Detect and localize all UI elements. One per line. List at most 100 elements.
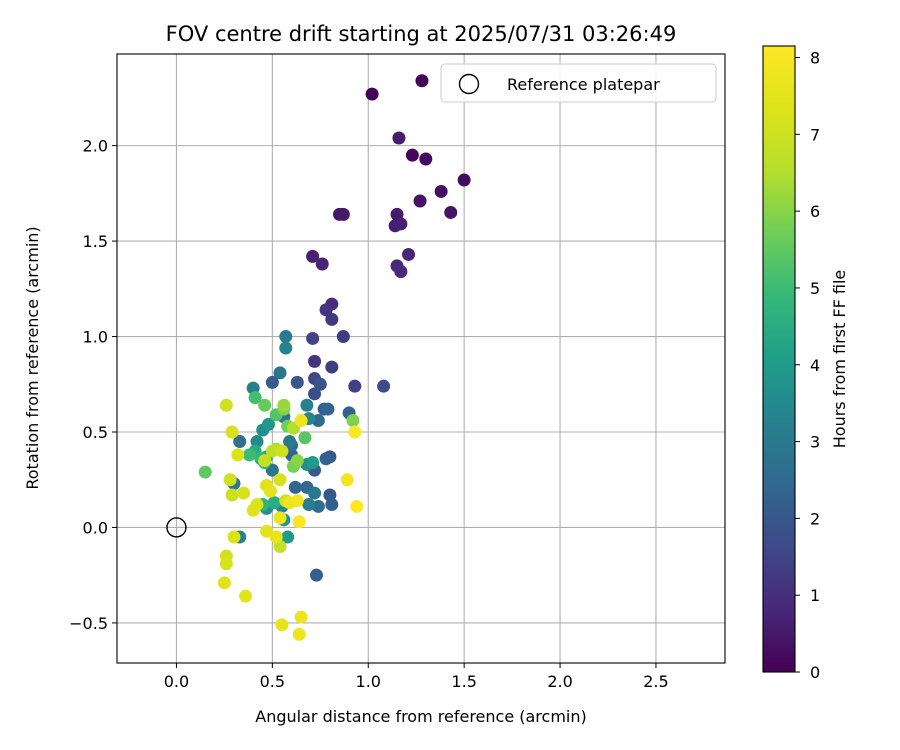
scatter-point bbox=[394, 265, 408, 279]
scatter-point bbox=[294, 610, 308, 624]
scatter-point bbox=[292, 627, 306, 641]
colorbar-tick-label: 0 bbox=[810, 663, 820, 682]
scatter-point bbox=[336, 330, 350, 344]
scatter-point bbox=[288, 480, 302, 494]
scatter-point bbox=[319, 452, 333, 466]
colorbar-tick-label: 3 bbox=[810, 433, 820, 452]
colorbar-gradient bbox=[762, 45, 796, 673]
scatter-point bbox=[223, 473, 237, 487]
scatter-point bbox=[237, 486, 251, 500]
scatter-point bbox=[348, 379, 362, 393]
y-tick-label: 0.0 bbox=[83, 518, 108, 537]
scatter-point bbox=[290, 494, 304, 508]
x-tick-label: 0.5 bbox=[260, 672, 285, 691]
scatter-point bbox=[336, 207, 350, 221]
scatter-point bbox=[267, 496, 281, 510]
scatter-point bbox=[225, 425, 239, 439]
scatter-point bbox=[413, 194, 427, 208]
scatter-points bbox=[198, 74, 471, 641]
scatter-point bbox=[275, 444, 289, 458]
scatter-point bbox=[346, 414, 360, 428]
scatter-point bbox=[233, 435, 247, 449]
scatter-point bbox=[392, 131, 406, 145]
legend-reference-marker bbox=[458, 73, 480, 95]
scatter-point bbox=[325, 360, 339, 374]
colorbar-tick-label: 6 bbox=[810, 202, 820, 221]
scatter-point bbox=[306, 249, 320, 263]
scatter-point bbox=[263, 484, 277, 498]
legend-entry-label: Reference platepar bbox=[507, 75, 660, 94]
scatter-point bbox=[275, 618, 289, 632]
scatter-point bbox=[279, 330, 293, 344]
reference-marker-group bbox=[166, 517, 187, 538]
scatter-point bbox=[246, 503, 260, 517]
scatter-point bbox=[308, 486, 322, 500]
scatter-point bbox=[239, 589, 253, 603]
scatter-point bbox=[298, 431, 312, 445]
scatter-point bbox=[308, 354, 322, 368]
scatter-point bbox=[273, 473, 287, 487]
scatter-point bbox=[281, 530, 295, 544]
scatter-point bbox=[377, 379, 391, 393]
y-tick-label: 2.0 bbox=[83, 137, 108, 156]
grid bbox=[117, 54, 725, 663]
scatter-point bbox=[419, 152, 433, 166]
scatter-point bbox=[325, 312, 339, 326]
scatter-point bbox=[444, 205, 458, 219]
scatter-point bbox=[402, 247, 416, 261]
x-tick-label: 2.5 bbox=[643, 672, 668, 691]
colorbar-tick-label: 8 bbox=[810, 49, 820, 68]
scatter-point bbox=[273, 366, 287, 380]
scatter-point bbox=[260, 524, 274, 538]
x-tick-label: 2.0 bbox=[547, 672, 572, 691]
scatter-point bbox=[269, 530, 283, 544]
scatter-point bbox=[405, 148, 419, 162]
reference-platepar-marker bbox=[166, 517, 187, 538]
scatter-point bbox=[394, 217, 408, 231]
scatter-point bbox=[313, 377, 327, 391]
scatter-point bbox=[258, 454, 272, 468]
scatter-point bbox=[302, 498, 316, 512]
scatter-point bbox=[292, 515, 306, 529]
scatter-point bbox=[227, 530, 241, 544]
x-axis-label: Angular distance from reference (arcmin) bbox=[255, 707, 586, 726]
scatter-point bbox=[308, 387, 322, 401]
scatter-point bbox=[248, 391, 262, 405]
y-tick-label: −0.5 bbox=[69, 614, 108, 633]
scatter-point bbox=[457, 173, 471, 187]
scatter-point bbox=[242, 448, 256, 462]
scatter-point bbox=[325, 498, 339, 512]
scatter-point bbox=[319, 303, 333, 317]
scatter-point bbox=[219, 557, 233, 571]
scatter-point bbox=[279, 341, 293, 355]
chart-title: FOV centre drift starting at 2025/07/31 … bbox=[166, 22, 677, 46]
scatter-point bbox=[265, 444, 279, 458]
scatter-point bbox=[258, 398, 272, 412]
scatter-point bbox=[300, 398, 314, 412]
scatter-point bbox=[306, 456, 320, 470]
scatter-point bbox=[198, 465, 212, 479]
scatter-point bbox=[265, 375, 279, 389]
scatter-point bbox=[217, 576, 231, 590]
colorbar-tick-label: 4 bbox=[810, 356, 820, 375]
colorbar-ticks: 0 1 2 3 4 5 6 7 8 bbox=[795, 49, 820, 682]
y-tick-label: 0.5 bbox=[83, 423, 108, 442]
scatter-point bbox=[315, 257, 329, 271]
scatter-point bbox=[277, 398, 291, 412]
plot-frame bbox=[116, 53, 726, 664]
legend: Reference platepar bbox=[440, 63, 717, 103]
scatter-point bbox=[321, 402, 335, 416]
colorbar: 0 1 2 3 4 5 6 7 8 Hours from first FF file bbox=[762, 45, 849, 682]
axis-ticks: 0.0 0.5 1.0 1.5 2.0 2.5 −0.5 0.0 0.5 1.0 1.5 2.0 bbox=[69, 137, 669, 691]
colorbar-tick-label: 7 bbox=[810, 125, 820, 144]
scatter-point bbox=[283, 435, 297, 449]
scatter-point bbox=[309, 568, 323, 582]
scatter-point bbox=[273, 511, 287, 525]
x-tick-label: 1.0 bbox=[356, 672, 381, 691]
x-tick-label: 0.0 bbox=[164, 672, 189, 691]
colorbar-label: Hours from first FF file bbox=[830, 270, 849, 449]
scatter-point bbox=[348, 425, 362, 439]
scatter-point bbox=[219, 398, 233, 412]
scatter-point bbox=[434, 184, 448, 198]
